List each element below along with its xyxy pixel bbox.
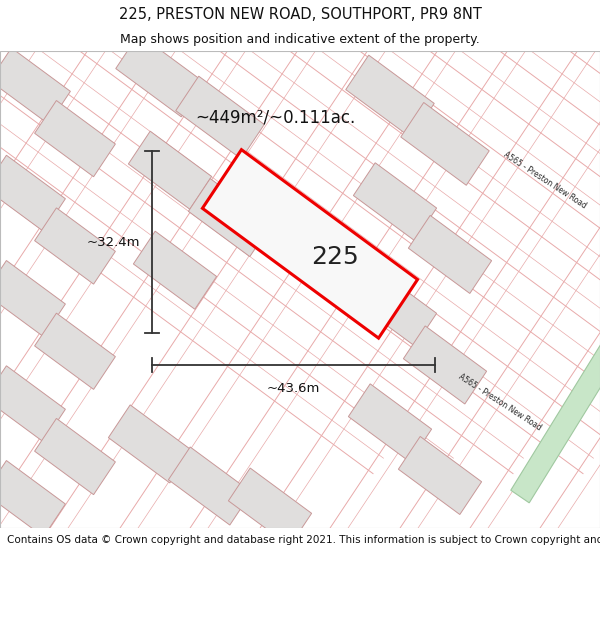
Polygon shape (0, 261, 65, 337)
Text: A565 - Preston New Road: A565 - Preston New Road (457, 372, 543, 432)
Polygon shape (35, 418, 115, 494)
Polygon shape (0, 155, 65, 231)
Text: Contains OS data © Crown copyright and database right 2021. This information is : Contains OS data © Crown copyright and d… (7, 535, 600, 545)
Polygon shape (0, 48, 70, 124)
Polygon shape (398, 436, 482, 514)
Polygon shape (346, 55, 434, 138)
Polygon shape (109, 405, 191, 483)
Text: ~32.4m: ~32.4m (86, 236, 140, 249)
Text: 225, PRESTON NEW ROAD, SOUTHPORT, PR9 8NT: 225, PRESTON NEW ROAD, SOUTHPORT, PR9 8N… (119, 7, 481, 22)
Polygon shape (229, 468, 311, 546)
Text: A565 - Preston New Road: A565 - Preston New Road (502, 151, 588, 211)
Text: ~449m²/~0.111ac.: ~449m²/~0.111ac. (195, 109, 355, 127)
Polygon shape (35, 313, 115, 389)
Polygon shape (176, 76, 264, 159)
Polygon shape (0, 366, 65, 442)
Polygon shape (409, 216, 491, 294)
Text: Map shows position and indicative extent of the property.: Map shows position and indicative extent… (120, 34, 480, 46)
Polygon shape (202, 149, 418, 338)
Polygon shape (188, 179, 272, 257)
Polygon shape (0, 461, 65, 537)
Text: ~43.6m: ~43.6m (267, 382, 320, 395)
Polygon shape (403, 326, 487, 404)
Polygon shape (133, 231, 217, 309)
Polygon shape (169, 447, 251, 525)
Polygon shape (35, 208, 115, 284)
Polygon shape (116, 34, 204, 117)
Polygon shape (353, 162, 437, 241)
Polygon shape (511, 0, 600, 503)
Polygon shape (401, 102, 489, 185)
Polygon shape (35, 101, 115, 177)
Text: 225: 225 (311, 244, 359, 269)
Polygon shape (349, 384, 431, 462)
Polygon shape (128, 131, 212, 209)
Polygon shape (353, 268, 437, 346)
